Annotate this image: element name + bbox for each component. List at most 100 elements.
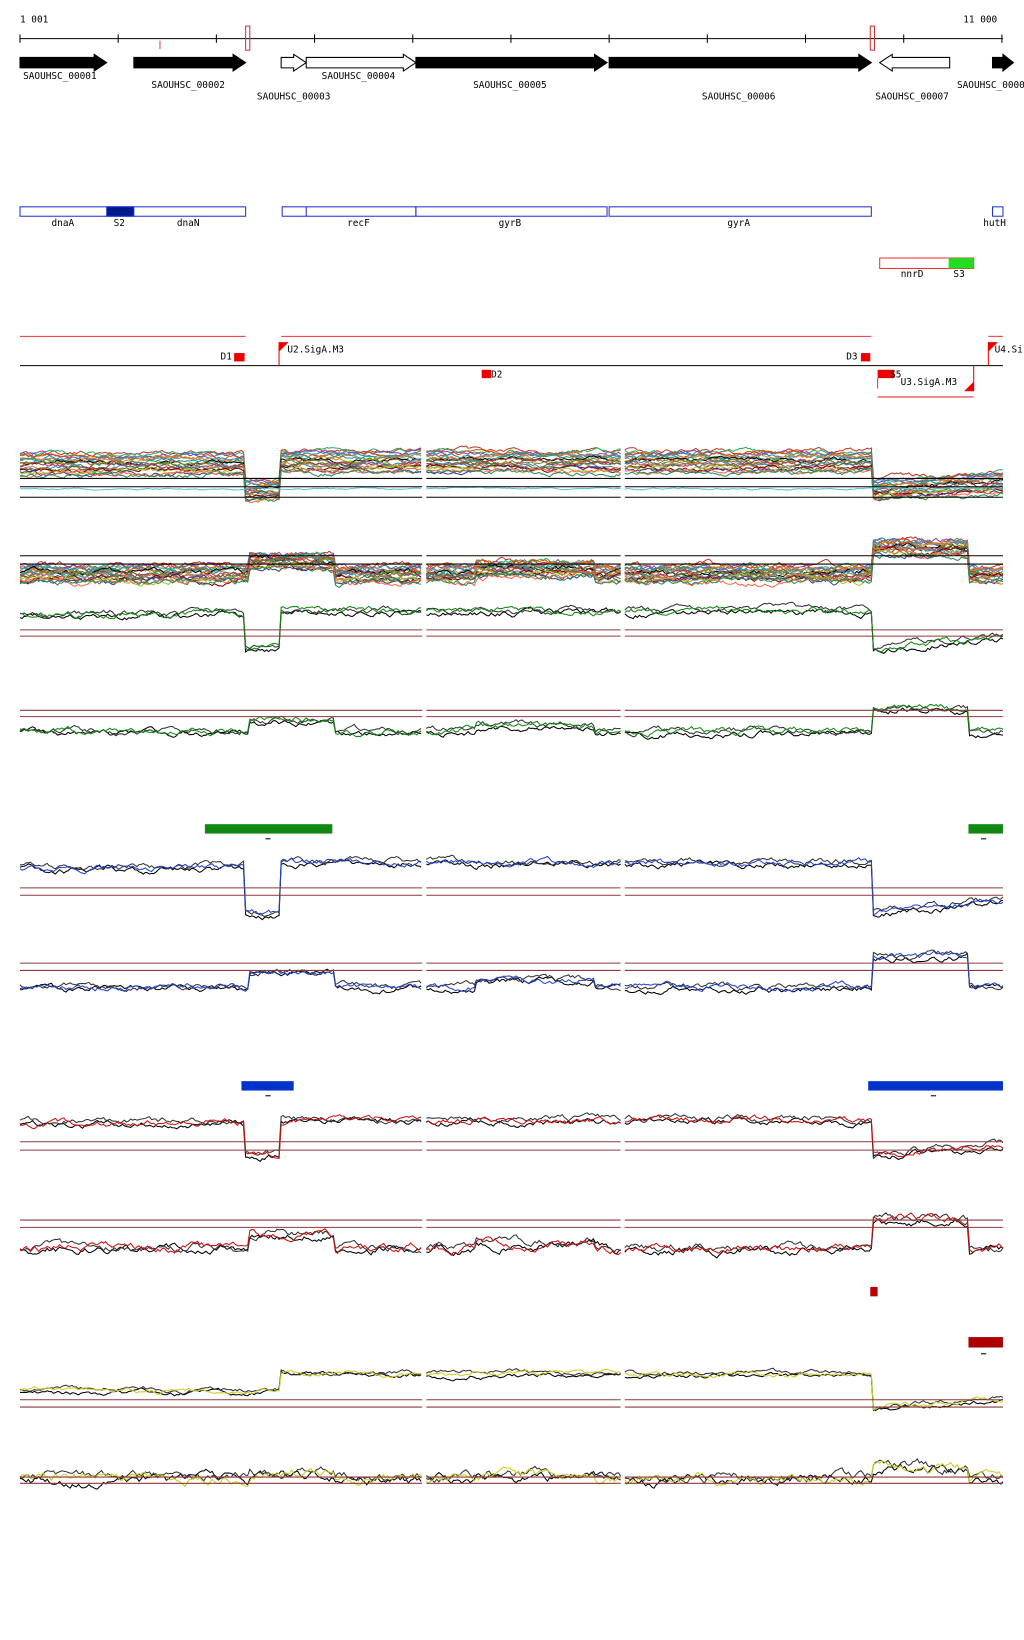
expression-line xyxy=(426,854,621,867)
expression-line xyxy=(624,1218,1004,1259)
annotation-label: gyrA xyxy=(727,218,750,229)
expression-line xyxy=(426,1470,621,1485)
expression-line xyxy=(624,1457,1004,1484)
expression-line xyxy=(426,604,622,615)
expression-line xyxy=(426,1112,621,1124)
expression-line xyxy=(624,605,1004,653)
expression-line xyxy=(426,451,621,460)
gene-arrow xyxy=(133,53,247,73)
expression-line xyxy=(19,562,422,588)
expression-line xyxy=(624,608,1004,654)
track-bar xyxy=(968,824,1003,834)
expression-line xyxy=(19,454,422,490)
expression-line xyxy=(624,856,1004,916)
ruler-mark xyxy=(245,25,251,51)
site-label: D3 xyxy=(846,352,857,363)
expression-line xyxy=(426,469,621,478)
track-bar xyxy=(968,1337,1003,1348)
annotation-box xyxy=(281,206,417,217)
site-label: S5 xyxy=(890,370,901,381)
expression-line xyxy=(624,1116,1004,1161)
expression-line xyxy=(624,703,1004,738)
expression-line xyxy=(426,486,621,491)
expression-line xyxy=(19,448,422,485)
expression-line xyxy=(426,567,621,582)
expression-line xyxy=(624,549,1004,586)
expression-line xyxy=(426,1368,621,1377)
expression-line xyxy=(624,601,1004,651)
gene-label: SAOUHSC_00004 xyxy=(322,71,396,82)
track-bar xyxy=(868,1081,1003,1091)
expression-line xyxy=(19,451,422,488)
site-label: U2.SigA.M3 xyxy=(287,344,344,355)
track-bar xyxy=(204,824,333,834)
expression-line xyxy=(19,1468,422,1490)
expression-line xyxy=(19,1116,422,1163)
annotation-label: nnrD xyxy=(901,269,924,280)
expression-line xyxy=(624,1371,1004,1412)
expression-line xyxy=(426,1368,621,1377)
expression-line xyxy=(426,859,621,871)
expression-line xyxy=(426,976,621,995)
gene-label: SAOUHSC_00002 xyxy=(151,80,225,91)
expression-line xyxy=(624,950,1004,993)
expression-line xyxy=(426,605,621,617)
ruler-end: 11 000 xyxy=(963,14,997,25)
expression-line xyxy=(624,707,1004,740)
gene-arrow xyxy=(19,53,108,73)
expression-line xyxy=(426,720,621,736)
expression-line xyxy=(19,715,422,737)
expression-line xyxy=(19,1234,422,1256)
gene-label: SAOUHSC_00006 xyxy=(702,92,776,103)
annotation-label: S3 xyxy=(953,269,964,280)
expression-line xyxy=(19,609,422,653)
gene-arrow xyxy=(305,53,417,73)
expression-line xyxy=(19,968,422,995)
expression-line xyxy=(624,1367,1004,1412)
expression-line xyxy=(624,552,1004,586)
expression-line xyxy=(624,545,1004,584)
expression-line xyxy=(624,1370,1004,1411)
gene-label: SAOUHSC_00001 xyxy=(23,71,97,82)
site-box xyxy=(860,353,871,362)
promoter-flag xyxy=(278,342,289,366)
expression-line xyxy=(624,457,1004,492)
expression-line xyxy=(426,461,621,471)
expression-line xyxy=(425,1234,621,1253)
expression-line xyxy=(426,855,621,869)
annotation-box xyxy=(991,206,1004,217)
annotation-box xyxy=(608,206,872,217)
annotation-label: dnaA xyxy=(52,218,75,229)
expression-line xyxy=(426,725,621,738)
site-box xyxy=(877,369,895,379)
expression-line xyxy=(19,855,422,918)
expression-line xyxy=(426,1372,621,1382)
gene-arrow xyxy=(878,53,951,73)
gene-arrow xyxy=(280,53,308,73)
promoter-flag xyxy=(987,342,998,366)
expression-line xyxy=(426,606,621,618)
expression-line xyxy=(426,467,621,474)
expression-line xyxy=(19,1369,422,1395)
promoter-flag xyxy=(964,365,975,392)
site-label: U4.Si xyxy=(995,344,1023,355)
ruler-start: 1 001 xyxy=(20,14,49,25)
ruler-mark xyxy=(869,25,875,51)
expression-line xyxy=(19,1227,422,1255)
expression-line xyxy=(426,464,621,476)
expression-line xyxy=(19,1466,422,1483)
expression-line xyxy=(19,552,422,578)
expression-line xyxy=(624,859,1004,918)
site-label: U3.SigA.M3 xyxy=(901,377,958,388)
site-box xyxy=(234,353,245,362)
expression-line xyxy=(19,486,422,491)
expression-line xyxy=(426,1117,621,1128)
expression-line xyxy=(426,1238,621,1257)
annotation-label: gyrB xyxy=(499,218,522,229)
track-bar xyxy=(241,1081,294,1091)
expression-line xyxy=(624,465,1004,498)
annotation-label: S2 xyxy=(114,218,125,229)
annotation-label: recF xyxy=(347,218,370,229)
